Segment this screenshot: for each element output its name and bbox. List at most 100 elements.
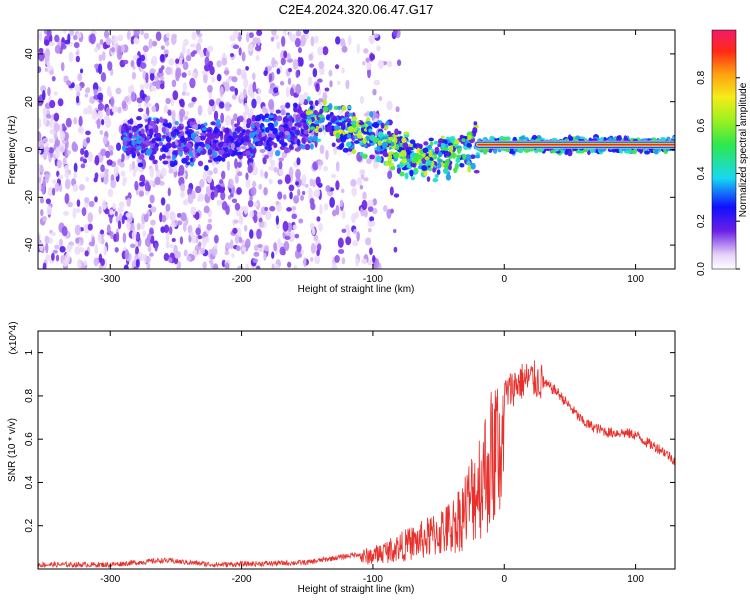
spectrogram-cell: [399, 171, 405, 177]
spectrogram-cell: [83, 260, 88, 267]
spectrogram-cell: [191, 96, 197, 102]
spectrogram-cell: [324, 87, 330, 92]
spectrogram-cell: [369, 111, 374, 118]
spectrogram-cell: [223, 142, 228, 149]
spectrogram-cell: [309, 105, 314, 110]
spectrogram-cell: [297, 188, 301, 197]
spectrogram-cell: [403, 131, 410, 135]
spectrogram-cell: [136, 145, 142, 150]
spectrogram-cell: [167, 109, 172, 115]
spectrogram-cell: [294, 37, 301, 48]
spectrogram-cell: [199, 132, 205, 136]
spectrogram-cell: [269, 205, 276, 212]
spectrogram-cell: [177, 212, 182, 218]
spectrogram-cell: [353, 140, 360, 144]
spectrogram-cell: [386, 100, 393, 111]
spectrogram-cell: [455, 157, 461, 164]
spectrogram-cell: [162, 160, 169, 165]
spectrogram-cell: [236, 68, 242, 76]
spectrogram-cell: [49, 128, 56, 135]
spectrogram-cell: [288, 67, 293, 73]
spectrogram-cell: [44, 67, 49, 72]
spectrogram-cell: [406, 146, 412, 151]
spectrogram-cell: [97, 232, 102, 243]
spectrogram-cell: [138, 190, 145, 197]
spectrogram-cell: [49, 33, 53, 44]
spectrogram-cell: [48, 147, 55, 154]
spectrogram-cell: [220, 170, 226, 180]
spectrogram-cell: [133, 266, 139, 269]
spectrogram-cell: [237, 115, 244, 123]
spectrogram-cell: [197, 37, 203, 44]
spectrogram-cell: [358, 121, 365, 126]
spectrogram-cell: [396, 59, 402, 67]
spectrogram-cell: [284, 146, 289, 154]
spectrogram-cell: [47, 86, 51, 97]
spectrogram-cell: [191, 234, 197, 244]
spectrogram-cell: [351, 116, 358, 122]
spectrogram-cell: [333, 144, 338, 156]
spectrogram-cell: [111, 105, 118, 113]
spectrogram-cell: [98, 54, 103, 62]
spectrogram-cell: [202, 72, 208, 84]
spectrogram-cell: [126, 221, 131, 230]
spectrogram-cell: [200, 143, 206, 148]
spectrogram-cell: [143, 213, 149, 223]
spectrogram-cell: [337, 237, 344, 248]
spectrogram-cell: [322, 99, 327, 106]
spectrogram-cell: [335, 161, 340, 172]
spectrogram-cell: [325, 185, 331, 193]
spectrogram-cell: [184, 91, 191, 97]
spectrogram-cell: [377, 59, 385, 69]
spectrogram-cell: [275, 215, 280, 225]
spectrogram-cell: [255, 114, 262, 122]
spectrogram-cell: [393, 193, 400, 198]
spectrogram-cell: [57, 174, 64, 180]
spectrogram-cell: [135, 258, 140, 269]
spectrogram-cell: [187, 102, 194, 108]
spectrogram-cell: [213, 157, 219, 162]
spectrogram-cell: [257, 243, 263, 248]
spectrogram-cell: [234, 158, 238, 169]
spectrogram-cell: [140, 222, 145, 230]
spectrogram-cell: [248, 32, 254, 39]
spectrogram-cell: [395, 106, 400, 113]
spectrogram-cell: [158, 155, 163, 161]
spectrogram-cell: [72, 34, 78, 41]
spectrogram-cell: [124, 125, 129, 132]
spectrogram-cell: [280, 35, 286, 47]
spectrogram-cell: [47, 186, 54, 197]
spectrogram-cell: [300, 249, 305, 255]
spectrogram-cell: [162, 122, 169, 127]
spectrogram-cell: [73, 171, 78, 180]
spectrogram-cell: [301, 137, 306, 144]
spectrogram-cell: [310, 36, 315, 47]
spectrogram-cell: [322, 91, 328, 102]
spectrogram-cell: [59, 238, 63, 247]
spectrogram-cell: [284, 235, 291, 240]
spectrogram-cell: [328, 103, 333, 111]
spectrogram-cell: [295, 114, 302, 122]
spectrogram-cell: [303, 92, 309, 99]
spectrogram-cell: [213, 126, 219, 134]
spectrogram-cell: [205, 186, 210, 195]
spectrogram-cell: [46, 205, 53, 215]
spectrogram-cell: [286, 52, 291, 60]
spectrogram-cell: [114, 247, 119, 253]
spectrogram-cell: [283, 124, 289, 129]
spectrogram-cell: [278, 168, 284, 176]
spectrogram-cell: [251, 182, 257, 187]
spectrogram-cell: [325, 114, 331, 121]
spectrogram-cell: [79, 184, 85, 191]
spectrogram-cell: [381, 141, 388, 149]
spectrogram-cell: [366, 143, 371, 148]
spectrogram-cell: [168, 225, 173, 235]
spectrogram-cell: [174, 120, 179, 126]
spectrogram-cell: [341, 257, 346, 265]
spectrogram-cell: [224, 250, 230, 256]
spectrogram-cell: [459, 134, 464, 139]
spectrogram-cell: [112, 202, 116, 210]
spectrogram-cell: [356, 43, 360, 54]
spectrogram-cell: [54, 182, 60, 192]
